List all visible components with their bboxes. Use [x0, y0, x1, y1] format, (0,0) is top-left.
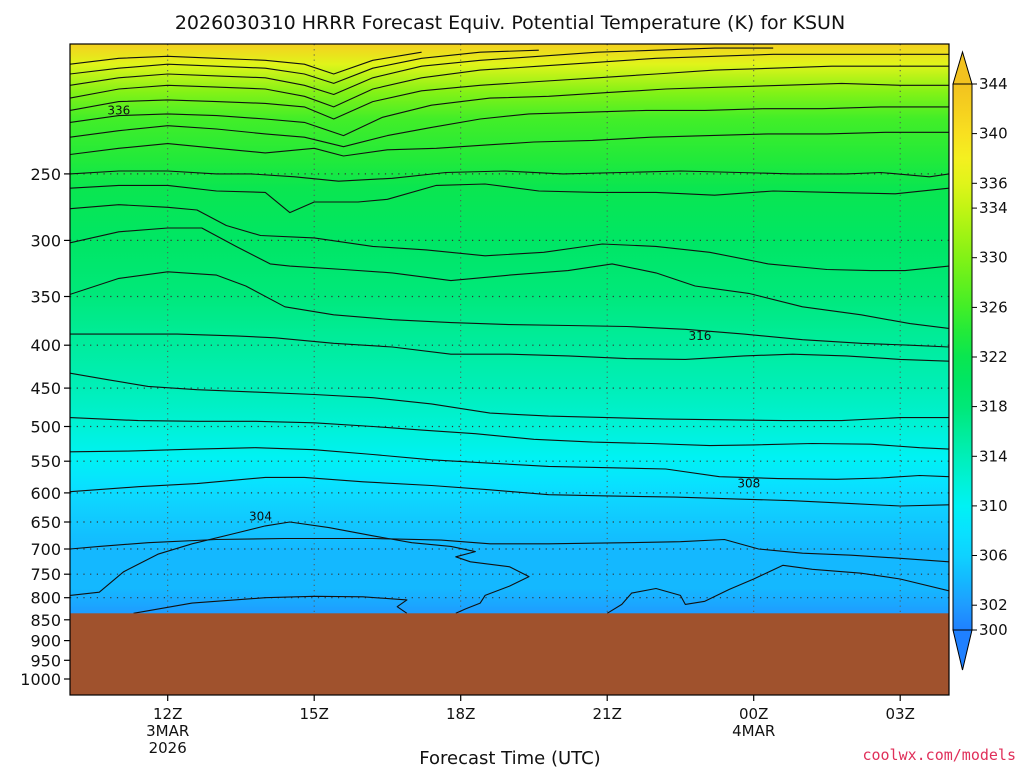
x-tick-label: 00Z [739, 705, 768, 723]
contour-lines [70, 47, 949, 614]
y-tick-label: 250 [30, 165, 61, 184]
contour-label: 304 [249, 509, 272, 523]
credit-text: coolwx.com/models [862, 746, 1016, 764]
terrain-ground [70, 613, 949, 695]
colorbar-tick-label: 340 [979, 125, 1008, 143]
colorbar-under-arrow [952, 629, 973, 671]
contour-336 [70, 53, 949, 108]
y-tick-label: 550 [30, 452, 61, 471]
colorbar-bar [952, 83, 973, 631]
plot-frame [69, 43, 950, 696]
x-tick-label: 12Z [153, 705, 182, 723]
contour-342 [70, 51, 422, 75]
colorbar-tick-label: 336 [979, 174, 1008, 192]
contour-304 [606, 564, 949, 614]
contour-322 [70, 204, 949, 272]
contour-312 [70, 417, 949, 450]
contour-label: 316 [688, 329, 711, 343]
contour-326 [70, 170, 949, 182]
y-tick-label: 600 [30, 484, 61, 503]
colorbar-tick-label: 300 [979, 621, 1008, 639]
colorbar-tick-label: 318 [979, 398, 1008, 416]
contour-label: 336 [107, 103, 130, 117]
x-tick-label: 03Z [886, 705, 915, 723]
colorbar-tick-label: 310 [979, 497, 1008, 515]
colorbar-over-arrow [952, 50, 973, 85]
contour-304 [70, 521, 530, 614]
contour-labels: 336 316 308 304 [107, 103, 760, 523]
x-axis-label: Forecast Time (UTC) [419, 748, 600, 768]
y-tick-label: 700 [30, 540, 61, 559]
y-tick-label: 500 [30, 418, 61, 437]
colorbar-tick-label: 330 [979, 249, 1008, 267]
y-tick-label: 750 [30, 565, 61, 584]
contour-332 [70, 82, 949, 137]
contour-338 [70, 47, 774, 96]
contour-306 [70, 537, 949, 563]
contour-334 [70, 65, 949, 120]
chart-title: 2026030310 HRRR Forecast Equiv. Potentia… [175, 12, 845, 34]
x-tick-label: 2026 [149, 739, 187, 757]
contour-318 [70, 271, 949, 348]
y-tick-label: 350 [30, 288, 61, 307]
y-tick-label: 400 [30, 336, 61, 355]
colorbar-tick-label: 334 [979, 199, 1008, 217]
y-tick-label: 950 [30, 651, 61, 670]
colorbar: 300 302 306 310 314 318 322 326 330 334 336 340 344 [952, 50, 1008, 671]
colorbar-tick-label: 302 [979, 596, 1008, 614]
y-tick-label: 900 [30, 632, 61, 651]
contour-310 [70, 447, 949, 480]
x-tick-label: 3MAR [146, 722, 189, 740]
x-tick-label: 4MAR [732, 722, 775, 740]
x-tick-label: 18Z [446, 705, 475, 723]
colorbar-tick-label: 322 [979, 348, 1008, 366]
theta-e-field [70, 44, 949, 695]
y-tick-label: 300 [30, 231, 61, 250]
x-tick-label: 15Z [300, 705, 329, 723]
contour-340 [70, 49, 539, 84]
plot-area: 336 316 308 304 [70, 44, 949, 695]
contour-314 [70, 372, 949, 422]
contour-324 [70, 183, 949, 214]
contour-320 [70, 227, 949, 329]
y-axis: 250 300 350 400 450 500 550 600 650 700 750 800 850 9… [20, 165, 70, 689]
contour-330 [70, 106, 949, 148]
y-tick-label: 800 [30, 589, 61, 608]
colorbar-tick-label: 326 [979, 298, 1008, 316]
x-tick-label: 21Z [593, 705, 622, 723]
contour-308 [70, 476, 949, 507]
contour-328 [70, 131, 949, 157]
contour-label: 308 [737, 477, 760, 491]
y-tick-label: 650 [30, 513, 61, 532]
y-tick-label: 850 [30, 611, 61, 630]
contour-316 [70, 333, 949, 362]
colorbar-tick-label: 306 [979, 547, 1008, 565]
colorbar-tick-label: 344 [979, 75, 1008, 93]
colorbar-tick-label: 314 [979, 447, 1008, 465]
contour-302 [133, 595, 408, 614]
y-tick-label: 450 [30, 379, 61, 398]
y-tick-label: 1000 [20, 670, 61, 689]
